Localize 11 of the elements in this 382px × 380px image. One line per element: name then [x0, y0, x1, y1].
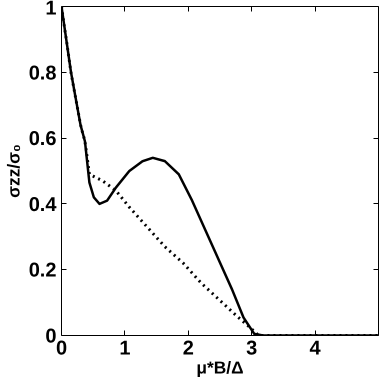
y-tick-label: 0.2	[28, 260, 57, 282]
x-tick-label: 4	[310, 338, 322, 360]
y-tick-label: 0.8	[28, 62, 57, 84]
x-tick-label: 3	[246, 338, 258, 360]
x-axis-title: μ*B/Δ	[196, 358, 244, 378]
y-tick-label: 0.6	[28, 128, 57, 150]
x-tick-label: 2	[182, 338, 194, 360]
y-axis-title: σzz/σ₀	[4, 144, 24, 198]
x-tick-label: 1	[119, 338, 130, 360]
y-tick-label: 0.4	[28, 194, 58, 216]
y-tick-label: 1	[45, 0, 56, 20]
